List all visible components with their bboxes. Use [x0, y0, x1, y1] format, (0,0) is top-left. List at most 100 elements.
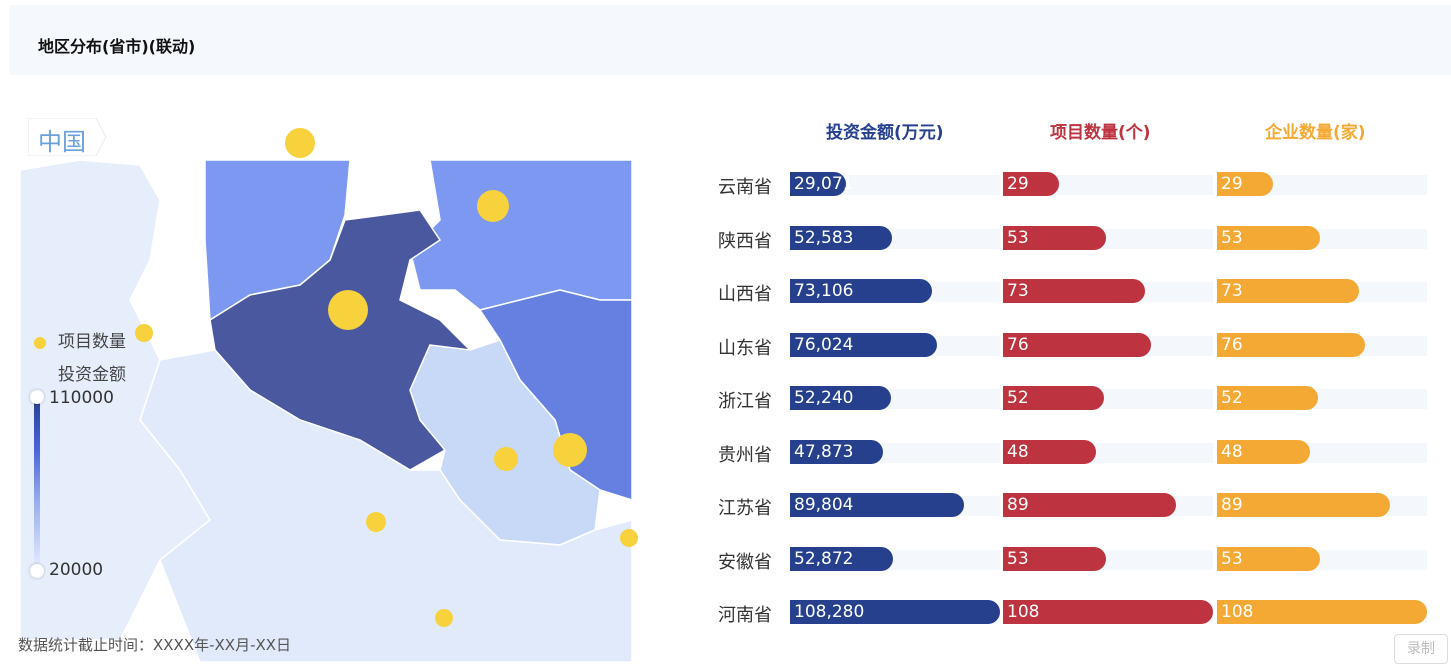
bar-track: 53 — [1217, 547, 1427, 571]
bubble-marker — [553, 433, 587, 467]
bar-track: 29,071 — [790, 172, 1000, 196]
row-label: 陕西省 — [718, 231, 772, 252]
bar-projects[interactable]: 53 — [1003, 547, 1106, 571]
region-hebei — [409, 159, 633, 311]
bar-track: 108,280 — [790, 600, 1000, 624]
bar-value-label: 53 — [1221, 549, 1243, 569]
bar-track: 108 — [1003, 600, 1213, 624]
visual-map-max-label: 110000 — [49, 388, 114, 408]
row-label: 山东省 — [718, 338, 772, 359]
bar-value-label: 48 — [1221, 442, 1243, 462]
bar-value-label: 73,106 — [794, 281, 854, 301]
bar-value-label: 76 — [1221, 335, 1243, 355]
bar-companies[interactable]: 89 — [1217, 493, 1390, 517]
bar-companies[interactable]: 48 — [1217, 440, 1310, 464]
bar-value-label: 108 — [1007, 602, 1040, 622]
bar-invest[interactable]: 52,872 — [790, 547, 893, 571]
bar-projects[interactable]: 73 — [1003, 279, 1145, 303]
bar-companies[interactable]: 76 — [1217, 333, 1365, 357]
bubble-marker — [620, 529, 638, 547]
bar-value-label: 47,873 — [794, 442, 854, 462]
bar-value-label: 48 — [1007, 442, 1029, 462]
bar-track: 53 — [1217, 226, 1427, 250]
bar-value-label: 53 — [1007, 549, 1029, 569]
row-label: 贵州省 — [718, 445, 772, 466]
bar-invest[interactable]: 73,106 — [790, 279, 932, 303]
bar-track: 108 — [1217, 600, 1427, 624]
bar-track: 89,804 — [790, 493, 1000, 517]
column-header-companies: 企业数量(家) — [1265, 123, 1366, 143]
breadcrumb-label: 中国 — [38, 128, 86, 156]
bar-value-label: 89 — [1221, 495, 1243, 515]
bar-track: 73 — [1217, 279, 1427, 303]
bar-value-label: 108 — [1221, 602, 1254, 622]
bar-projects[interactable]: 53 — [1003, 226, 1106, 250]
bar-invest[interactable]: 52,583 — [790, 226, 892, 250]
bar-track: 48 — [1217, 440, 1427, 464]
china-province-map[interactable] — [0, 100, 650, 662]
bar-companies[interactable]: 52 — [1217, 386, 1318, 410]
bar-track: 52,240 — [790, 386, 1000, 410]
bar-value-label: 76,024 — [794, 335, 854, 355]
bar-value-label: 73 — [1221, 281, 1243, 301]
row-label: 河南省 — [718, 605, 772, 626]
bubble-marker — [328, 290, 368, 330]
bar-projects[interactable]: 52 — [1003, 386, 1104, 410]
column-header-projects: 项目数量(个) — [1050, 123, 1151, 143]
bar-value-label: 52 — [1221, 388, 1243, 408]
bar-projects[interactable]: 48 — [1003, 440, 1096, 464]
bar-projects[interactable]: 108 — [1003, 600, 1213, 624]
bar-invest[interactable]: 47,873 — [790, 440, 883, 464]
bar-track: 52,583 — [790, 226, 1000, 250]
record-button[interactable]: 录制 — [1394, 634, 1448, 664]
visual-map-gradient — [34, 396, 40, 572]
visual-map-min-label: 20000 — [49, 560, 104, 580]
column-header-invest: 投资金额(万元) — [826, 123, 944, 143]
bubble-marker — [477, 190, 509, 222]
page-header: 地区分布(省市)(联动) — [9, 5, 1451, 75]
breadcrumb-shape — [28, 118, 107, 156]
bar-companies[interactable]: 73 — [1217, 279, 1359, 303]
map-regions — [19, 159, 633, 662]
bar-companies[interactable]: 53 — [1217, 226, 1320, 250]
map-bubbles — [135, 128, 638, 627]
bar-invest[interactable]: 29,071 — [790, 172, 853, 196]
visual-map-handle-max[interactable] — [30, 390, 44, 404]
bar-track: 89 — [1217, 493, 1427, 517]
row-label: 安徽省 — [718, 552, 772, 573]
bar-track: 29 — [1217, 172, 1427, 196]
bar-track: 89 — [1003, 493, 1213, 517]
bar-companies[interactable]: 53 — [1217, 547, 1320, 571]
bar-value-label: 53 — [1221, 228, 1243, 248]
bar-invest[interactable]: 76,024 — [790, 333, 937, 357]
visual-map-handle-min[interactable] — [30, 564, 44, 578]
row-label: 云南省 — [718, 177, 772, 198]
legend-item-invest[interactable]: 投资金额 — [58, 365, 126, 385]
bar-projects[interactable]: 89 — [1003, 493, 1176, 517]
bar-value-label: 89,804 — [794, 495, 854, 515]
bar-invest[interactable]: 89,804 — [790, 493, 964, 517]
bar-track: 76 — [1003, 333, 1213, 357]
row-label: 山西省 — [718, 284, 772, 305]
legend-dot-projects[interactable] — [34, 337, 46, 349]
bar-track: 73 — [1003, 279, 1213, 303]
legend-item-projects[interactable]: 项目数量 — [58, 332, 126, 352]
bar-invest[interactable]: 108,280 — [790, 600, 1000, 624]
bar-value-label: 29 — [1221, 174, 1243, 194]
bar-companies[interactable]: 108 — [1217, 600, 1427, 624]
bar-value-label: 52,240 — [794, 388, 854, 408]
bar-value-label: 29,071 — [794, 174, 854, 194]
bar-value-label: 52 — [1007, 388, 1029, 408]
bar-invest[interactable]: 52,240 — [790, 386, 891, 410]
bar-track: 53 — [1003, 547, 1213, 571]
bar-value-label: 108,280 — [794, 602, 865, 622]
bar-value-label: 76 — [1007, 335, 1029, 355]
bar-companies[interactable]: 29 — [1217, 172, 1273, 196]
bar-projects[interactable]: 76 — [1003, 333, 1151, 357]
region-south — [139, 349, 633, 662]
bar-projects[interactable]: 29 — [1003, 172, 1059, 196]
bubble-marker — [435, 609, 453, 627]
bar-track: 52,872 — [790, 547, 1000, 571]
bar-track: 47,873 — [790, 440, 1000, 464]
breadcrumb[interactable]: 中国 — [28, 118, 107, 156]
